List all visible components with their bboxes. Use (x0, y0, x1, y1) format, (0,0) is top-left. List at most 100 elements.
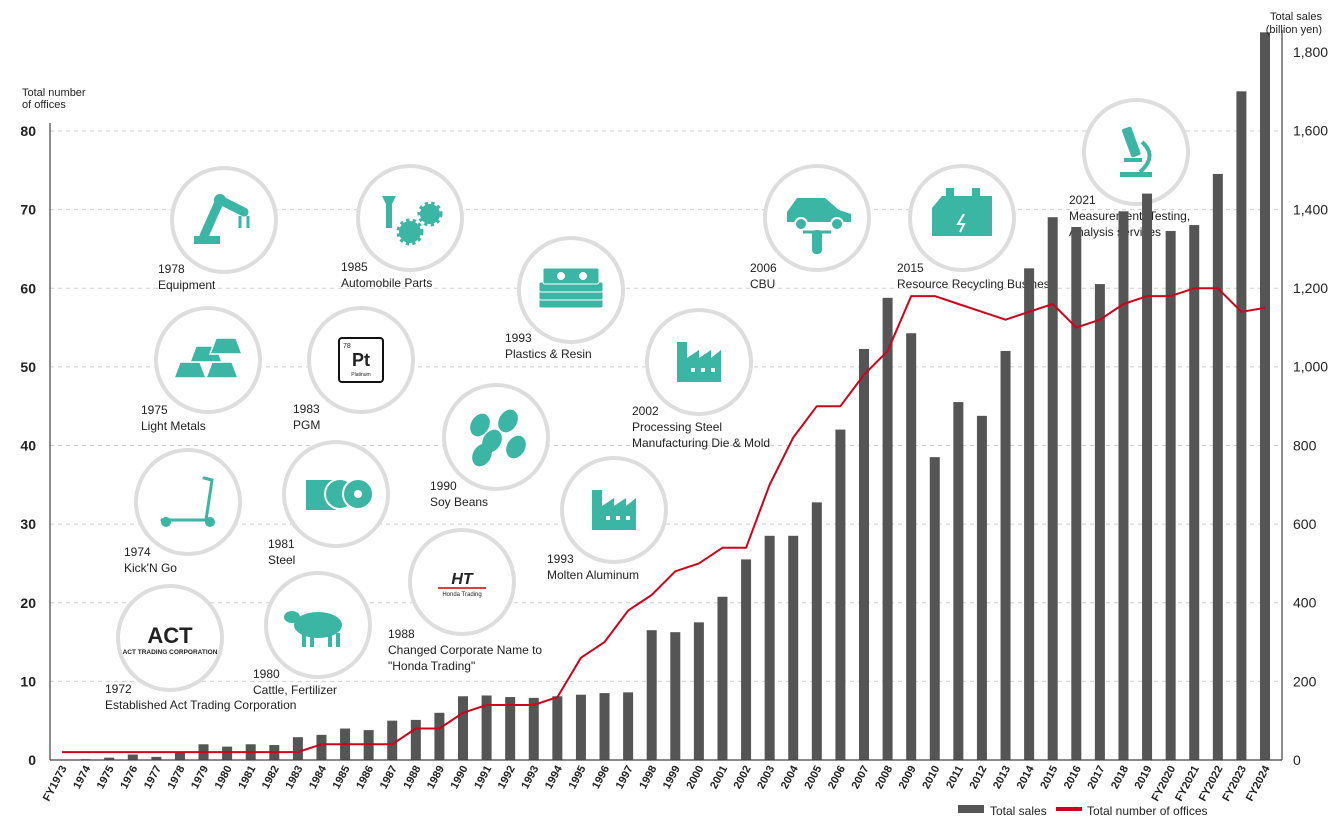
sales-bar (222, 746, 233, 760)
x-tick-label: 1982 (260, 764, 282, 791)
sales-bar (929, 457, 940, 760)
milestone-year: 1980 (253, 667, 280, 681)
x-tick-label: 2006 (826, 764, 848, 791)
sales-bar (764, 535, 775, 760)
factory-icon (592, 490, 636, 530)
milestone-cow-icon: 1980 Cattle, Fertilizer (253, 571, 372, 697)
element-name: Platinum (351, 372, 370, 378)
milestone-bolt-gears-icon: 1985 Automobile Parts (341, 164, 464, 290)
act-logo-subtext: ACT TRADING CORPORATION (123, 649, 218, 656)
sales-bar (811, 502, 822, 760)
milestone-battery-icon: 2015 Resource Recycling Business (897, 164, 1056, 291)
milestone-year: 1975 (141, 403, 168, 417)
sales-bar (1260, 32, 1270, 761)
milestone-text: Automobile Parts (341, 276, 432, 290)
sales-bar (599, 693, 610, 760)
x-tick-label: 1974 (71, 763, 93, 791)
milestone-circle (134, 448, 242, 556)
factory-window (691, 368, 695, 372)
milestone-year: 1981 (268, 537, 295, 551)
sales-bar (1047, 217, 1058, 760)
factory-icon (677, 342, 721, 382)
sales-bar (1118, 211, 1129, 761)
left-tick-label: 10 (20, 673, 36, 689)
ingot-shape (172, 361, 208, 379)
factory-window (616, 516, 620, 520)
left-tick-label: 20 (20, 595, 36, 611)
sales-bar (717, 596, 728, 760)
milestone-metal-ingots-icon: 1975 Light Metals (141, 306, 262, 433)
x-tick-label: 1996 (590, 764, 612, 791)
milestone-soy-beans-icon: 1990 Soy Beans (430, 383, 550, 509)
milestone-circle (170, 166, 278, 274)
sales-bar (670, 632, 681, 760)
x-tick-label: 2000 (684, 764, 706, 791)
battery-terminal (972, 188, 980, 196)
steel-coil-icon (306, 478, 374, 510)
offices-line-path (62, 287, 1266, 754)
sales-bar (1236, 91, 1247, 761)
right-tick-label: 1,800 (1293, 44, 1328, 60)
milestone-robot-arm-icon: 1978 Equipment (158, 166, 278, 292)
right-tick-label: 0 (1293, 752, 1301, 768)
milestone-year: 1990 (430, 479, 457, 493)
sales-bar (1189, 225, 1200, 761)
robot-gripper (238, 216, 250, 228)
x-tick-label: 1980 (213, 764, 235, 791)
x-tick-label: 2011 (944, 764, 966, 791)
milestone-text: Processing Steel (632, 420, 722, 434)
bean-shape (472, 443, 492, 467)
milestone-text: Molten Aluminum (547, 568, 639, 582)
sales-bar (316, 734, 327, 760)
milestone-year: 1988 (388, 627, 415, 641)
sales-bar (151, 756, 162, 760)
gear-shape (396, 218, 424, 246)
legend: Total sales Total number of offices (958, 804, 1208, 818)
bolt-shape (382, 196, 396, 228)
right-axis-title-2: (billion yen) (1266, 24, 1322, 36)
left-tick-label: 70 (20, 202, 36, 218)
milestone-year: 2021 (1069, 193, 1096, 207)
metal-ingots-icon (172, 337, 244, 379)
x-tick-label: 2008 (873, 764, 895, 791)
sales-bar (859, 348, 869, 760)
x-tick-label: 1983 (283, 764, 305, 791)
left-tick-label: 50 (20, 359, 36, 375)
robot-base (194, 236, 220, 244)
ingot-shape (204, 361, 240, 379)
sales-bar (481, 695, 492, 760)
x-tick-label: 2015 (1038, 764, 1060, 791)
x-tick-label: FY1973 (41, 764, 70, 804)
scooter-icon (160, 476, 215, 527)
x-tick-label: 1986 (354, 764, 376, 791)
milestone-text: Steel (268, 553, 295, 567)
x-tick-label: 2003 (755, 764, 777, 791)
milestone-text-2: Analysis services (1069, 225, 1161, 239)
milestone-year: 1993 (547, 552, 574, 566)
milestone-circle (116, 584, 224, 692)
cow-icon (284, 611, 342, 647)
x-tick-label: 2001 (708, 764, 730, 791)
left-tick-label: 60 (20, 280, 36, 296)
right-tick-label: 1,200 (1293, 280, 1328, 296)
sales-bar (434, 712, 445, 760)
motorcycle-body (812, 230, 822, 254)
milestone-year: 1972 (105, 682, 132, 696)
milestone-text: Plastics & Resin (505, 347, 592, 361)
car-wheel (830, 217, 844, 231)
milestone-text: Established Act Trading Corporation (105, 698, 296, 712)
left-tick-label: 40 (20, 438, 36, 454)
sales-bar (741, 559, 752, 760)
milestone-circle (356, 164, 464, 272)
microscope-icon (1120, 126, 1152, 177)
sales-bars (80, 32, 1270, 761)
milestone-text: Soy Beans (430, 495, 488, 509)
offices-line (62, 287, 1266, 754)
left-tick-label: 80 (20, 123, 36, 139)
x-tick-label: 2013 (991, 764, 1013, 791)
ingot-shape (208, 337, 244, 355)
cow-leg (336, 633, 340, 647)
